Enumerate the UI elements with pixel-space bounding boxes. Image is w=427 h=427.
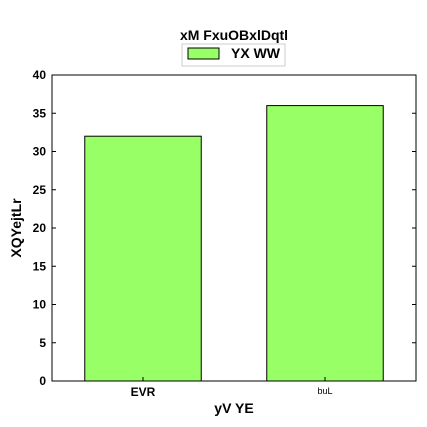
legend-label: YX WW: [231, 45, 281, 61]
legend-swatch: [187, 47, 220, 60]
y-axis-ticks: 0 5 10 15 20 25 30 35 40: [33, 68, 416, 388]
y-tick-label: 25: [33, 183, 47, 197]
bar-EVR: [84, 135, 202, 382]
chart-title: xM FxuOBxlDqtl: [180, 27, 288, 43]
plot-area: 0 5 10 15 20 25 30 35 40 EVR buL: [33, 68, 417, 399]
x-tick-label-EVR: EVR: [131, 385, 156, 399]
y-tick-label: 30: [33, 145, 47, 159]
y-tick-label: 0: [39, 374, 46, 388]
bars: [84, 105, 384, 382]
y-axis-label: XQYejtLr: [8, 198, 24, 258]
y-tick-label: 5: [39, 336, 46, 350]
y-tick-label: 35: [33, 106, 47, 120]
y-tick-label: 15: [33, 259, 47, 273]
y-tick-label: 40: [33, 68, 47, 82]
x-tick-label-buL: buL: [317, 386, 332, 396]
y-tick-label: 10: [33, 298, 47, 312]
x-axis-ticks: EVR buL: [131, 377, 333, 399]
legend: YX WW: [181, 43, 286, 67]
y-tick-label: 20: [33, 221, 47, 235]
x-axis-label: yV YE: [214, 400, 253, 416]
bar-buL: [266, 105, 384, 382]
